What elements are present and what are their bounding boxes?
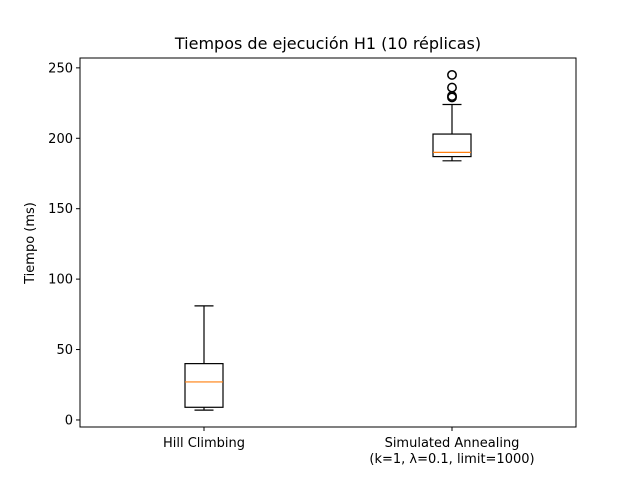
box-group — [432, 69, 472, 162]
plot-frame — [79, 57, 577, 428]
y-tick-label: 200 — [48, 132, 73, 147]
x-tick-label: Simulated Annealing — [385, 436, 520, 451]
y-tick-label: 100 — [48, 273, 73, 288]
iqr-box — [184, 363, 224, 408]
y-tick-label: 150 — [48, 202, 73, 217]
x-axis: Hill Climbing Simulated Annealing(k=1, λ=… — [163, 427, 535, 467]
outlier-point — [447, 82, 457, 93]
x-tick-label: Hill Climbing — [163, 436, 245, 451]
outlier-point — [447, 69, 457, 80]
y-axis-label: Tiempo (ms) — [23, 202, 38, 285]
boxes — [184, 69, 472, 411]
x-tick-label: (k=1, λ=0.1, limit=1000) — [369, 452, 534, 467]
iqr-box — [432, 133, 472, 158]
box-group — [184, 305, 224, 411]
y-tick-label: 250 — [48, 61, 73, 76]
chart-title: Tiempos de ejecución H1 (10 réplicas) — [174, 34, 481, 53]
y-axis: 0 50 100 150 200 250 — [48, 61, 80, 428]
y-tick-label: 50 — [56, 343, 73, 358]
y-tick-label: 0 — [65, 413, 73, 428]
